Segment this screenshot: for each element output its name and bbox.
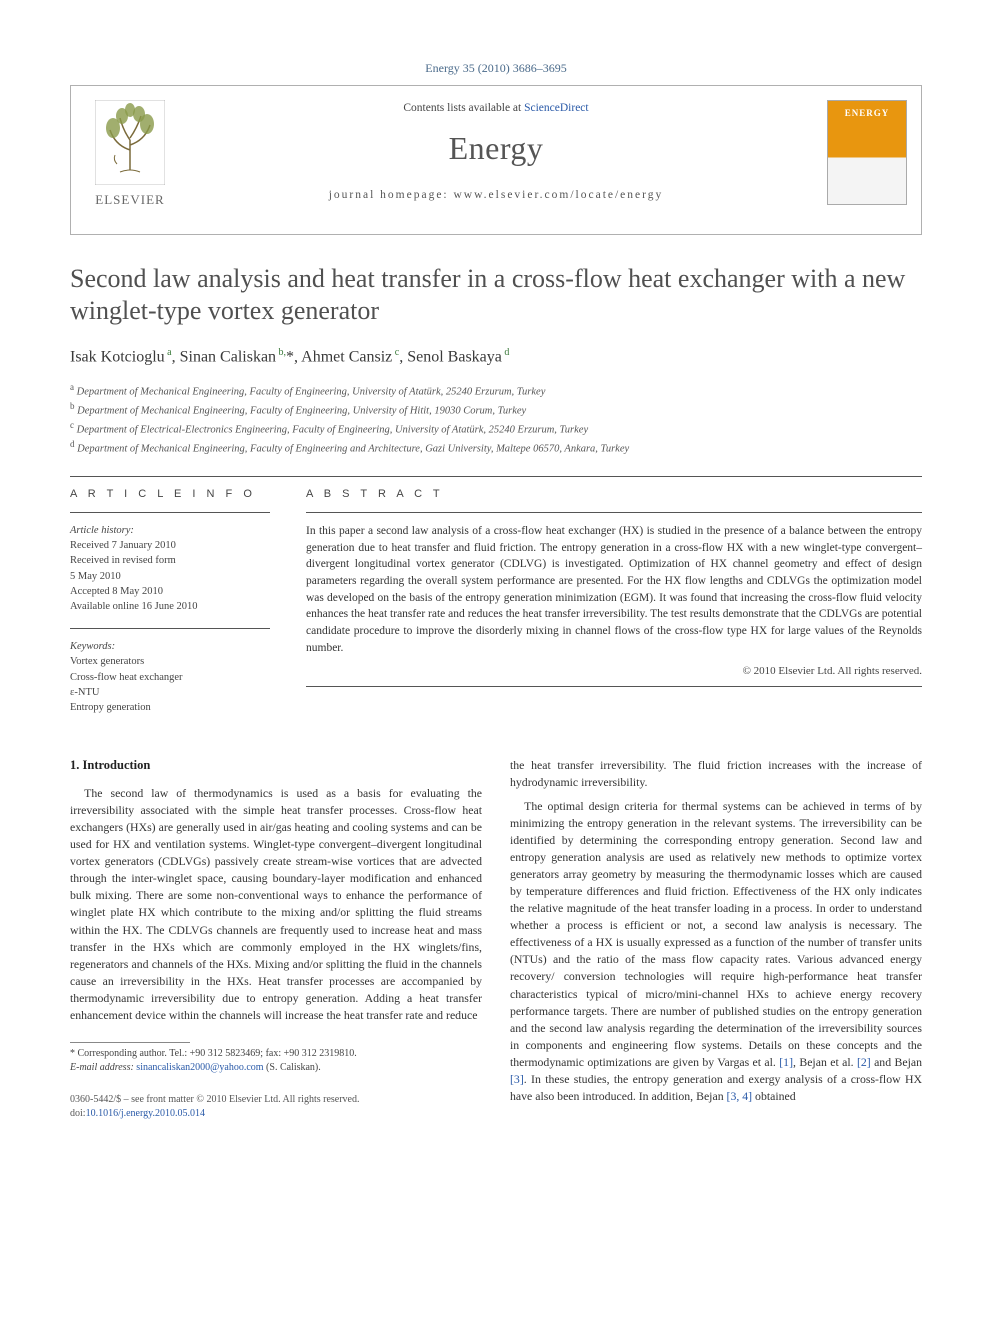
keyword: Cross-flow heat exchanger [70,670,270,685]
divider-rule [306,512,922,513]
affil-text: Department of Mechanical Engineering, Fa… [77,444,629,455]
ref-link[interactable]: [2] [857,1055,871,1069]
abstract-copyright: © 2010 Elsevier Ltd. All rights reserved… [306,664,922,679]
body-two-column: 1. Introduction The second law of thermo… [70,757,922,1121]
publisher-logo: ELSEVIER [85,100,175,215]
keyword: Vortex generators [70,654,270,669]
footnote-block: * Corresponding author. Tel.: +90 312 58… [70,1042,482,1121]
doi-link[interactable]: 10.1016/j.energy.2010.05.014 [86,1108,205,1119]
p3-text: and Bejan [871,1055,922,1069]
keyword: ε-NTU [70,685,270,700]
affiliation-c: c Department of Electrical-Electronics E… [70,419,922,438]
article-info-column: A R T I C L E I N F O Article history: R… [70,487,270,730]
email-link[interactable]: sinancaliskan2000@yahoo.com [136,1062,263,1073]
section-heading-introduction: 1. Introduction [70,757,482,775]
affil-sup: d [502,347,510,358]
article-info-heading: A R T I C L E I N F O [70,487,270,502]
affil-text: Department of Mechanical Engineering, Fa… [77,386,546,397]
history-line: Received in revised form [70,553,270,568]
p3-text: , Bejan et al. [793,1055,857,1069]
publisher-name: ELSEVIER [95,191,164,209]
affiliation-b: b Department of Mechanical Engineering, … [70,400,922,419]
keyword: Entropy generation [70,700,270,715]
cover-title: ENERGY [845,107,890,120]
homepage-url: www.elsevier.com/locate/energy [454,189,664,201]
history-line: Accepted 8 May 2010 [70,584,270,599]
header-center: Contents lists available at ScienceDirec… [89,100,903,203]
sciencedirect-link[interactable]: ScienceDirect [524,102,589,114]
keywords-block: Keywords: Vortex generators Cross-flow h… [70,639,270,715]
contents-prefix: Contents lists available at [403,102,524,114]
author-2: Sinan Caliskan [180,348,276,365]
email-suffix: (S. Caliskan). [264,1062,321,1073]
citation-line: Energy 35 (2010) 3686–3695 [70,60,922,77]
journal-name: Energy [199,126,793,171]
doi-prefix: doi: [70,1108,86,1119]
corresponding-star: * [286,348,294,365]
affil-sup: c [392,347,399,358]
abstract-column: A B S T R A C T In this paper a second l… [306,487,922,730]
intro-paragraph-2: the heat transfer irreversibility. The f… [510,757,922,791]
footnote-rule [70,1042,190,1043]
history-label: Article history: [70,523,270,538]
author-list: Isak Kotcioglu a, Sinan Caliskan b,*, Ah… [70,346,922,369]
corresponding-email-line: E-mail address: sinancaliskan2000@yahoo.… [70,1061,482,1075]
affil-text: Department of Electrical-Electronics Eng… [77,425,589,436]
affiliation-a: a Department of Mechanical Engineering, … [70,381,922,400]
affil-sup: a [165,347,172,358]
intro-paragraph-1: The second law of thermodynamics is used… [70,785,482,1024]
journal-cover-thumbnail: ENERGY [827,100,907,205]
doi-line: doi:10.1016/j.energy.2010.05.014 [70,1107,482,1121]
abstract-heading: A B S T R A C T [306,487,922,502]
author-4: Senol Baskaya [407,348,502,365]
ref-link[interactable]: [3, 4] [727,1089,753,1103]
affiliations-block: a Department of Mechanical Engineering, … [70,381,922,458]
divider-rule [306,686,922,687]
corresponding-tel: * Corresponding author. Tel.: +90 312 58… [70,1047,482,1061]
journal-header-box: ELSEVIER ENERGY Contents lists available… [70,85,922,235]
info-abstract-row: A R T I C L E I N F O Article history: R… [70,487,922,730]
keywords-label: Keywords: [70,639,270,654]
ref-link[interactable]: [3] [510,1072,524,1086]
contents-available-line: Contents lists available at ScienceDirec… [199,100,793,116]
history-line: Available online 16 June 2010 [70,599,270,614]
ref-link[interactable]: [1] [779,1055,793,1069]
divider-rule [70,512,270,513]
article-title: Second law analysis and heat transfer in… [70,263,922,328]
divider-rule [70,628,270,629]
affil-sup: b, [276,347,286,358]
homepage-prefix: journal homepage: [329,189,454,201]
affiliation-d: d Department of Mechanical Engineering, … [70,438,922,457]
history-line: Received 7 January 2010 [70,538,270,553]
elsevier-tree-icon [95,100,165,185]
author-3: Ahmet Cansiz [301,348,392,365]
front-matter-meta: 0360-5442/$ – see front matter © 2010 El… [70,1093,482,1121]
issn-copyright-line: 0360-5442/$ – see front matter © 2010 El… [70,1093,482,1107]
intro-paragraph-3: The optimal design criteria for thermal … [510,798,922,1106]
p3-text: obtained [752,1089,796,1103]
p3-text: . In these studies, the entropy generati… [510,1072,922,1103]
corresponding-footnote: * Corresponding author. Tel.: +90 312 58… [70,1047,482,1075]
divider-rule [70,476,922,477]
affil-text: Department of Mechanical Engineering, Fa… [77,405,526,416]
article-history-block: Article history: Received 7 January 2010… [70,523,270,614]
history-line: 5 May 2010 [70,569,270,584]
author-1: Isak Kotcioglu [70,348,165,365]
abstract-text: In this paper a second law analysis of a… [306,523,922,656]
journal-homepage-line: journal homepage: www.elsevier.com/locat… [199,187,793,203]
p3-text: The optimal design criteria for thermal … [510,799,922,1069]
page-root: Energy 35 (2010) 3686–3695 ELSEVIER ENER… [0,0,992,1161]
email-label: E-mail address: [70,1062,136,1073]
